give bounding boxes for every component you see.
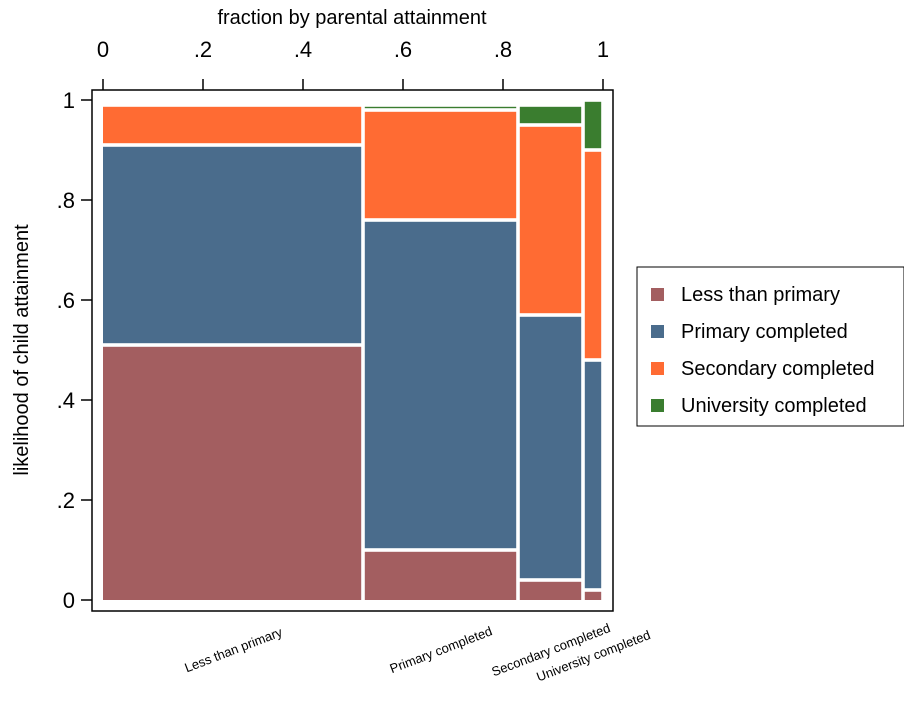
tile-3-1 (584, 361, 602, 589)
y-tick-label: .6 (57, 288, 75, 313)
category-label: Primary completed (388, 623, 495, 676)
legend-swatch (651, 325, 664, 338)
tile-1-3 (364, 106, 517, 109)
tile-2-0 (519, 581, 582, 600)
tiles-group (103, 101, 602, 600)
top-axis: 0 .2 .4 .6 .8 1 (97, 37, 609, 90)
tile-1-0 (364, 551, 517, 600)
tile-3-3 (584, 101, 602, 149)
legend: Less than primary Primary completed Second… (636, 266, 904, 427)
category-labels: Less than primary Primary completedSecond… (182, 620, 652, 684)
x-tick-label: .4 (294, 37, 312, 62)
legend-swatch (651, 362, 664, 375)
legend-box (636, 266, 904, 427)
legend-label: University completed (681, 395, 867, 417)
x-tick-label: 0 (97, 37, 109, 62)
tile-0-2 (103, 106, 362, 144)
y-tick-label: .8 (57, 188, 75, 213)
tile-3-2 (584, 151, 602, 359)
x-tick-label: .6 (394, 37, 412, 62)
x-tick-label: 1 (597, 37, 609, 62)
legend-label: Less than primary (681, 284, 840, 306)
x-axis-title: fraction by parental attainment (217, 7, 486, 29)
category-label: Less than primary (182, 624, 284, 675)
left-axis: 0 .2 .4 .6 .8 1 (57, 88, 92, 613)
y-tick-label: 0 (63, 588, 75, 613)
y-tick-label: 1 (63, 88, 75, 113)
tile-2-3 (519, 106, 582, 124)
x-tick-label: .8 (494, 37, 512, 62)
legend-swatch (651, 288, 664, 301)
legend-label: Secondary completed (681, 358, 874, 380)
y-tick-label: .2 (57, 488, 75, 513)
tile-2-1 (519, 316, 582, 579)
tile-1-2 (364, 111, 517, 219)
tile-1-1 (364, 221, 517, 549)
tile-0-0 (103, 346, 362, 600)
x-tick-label: .2 (194, 37, 212, 62)
tile-2-2 (519, 126, 582, 314)
legend-swatch (651, 399, 664, 412)
y-axis-title: likelihood of child attainment (11, 224, 33, 476)
legend-items: Less than primary Primary completed Second… (651, 284, 874, 417)
tile-3-0 (584, 591, 602, 600)
tile-0-1 (103, 146, 362, 344)
legend-label: Primary completed (681, 321, 848, 343)
y-tick-label: .4 (57, 388, 75, 413)
